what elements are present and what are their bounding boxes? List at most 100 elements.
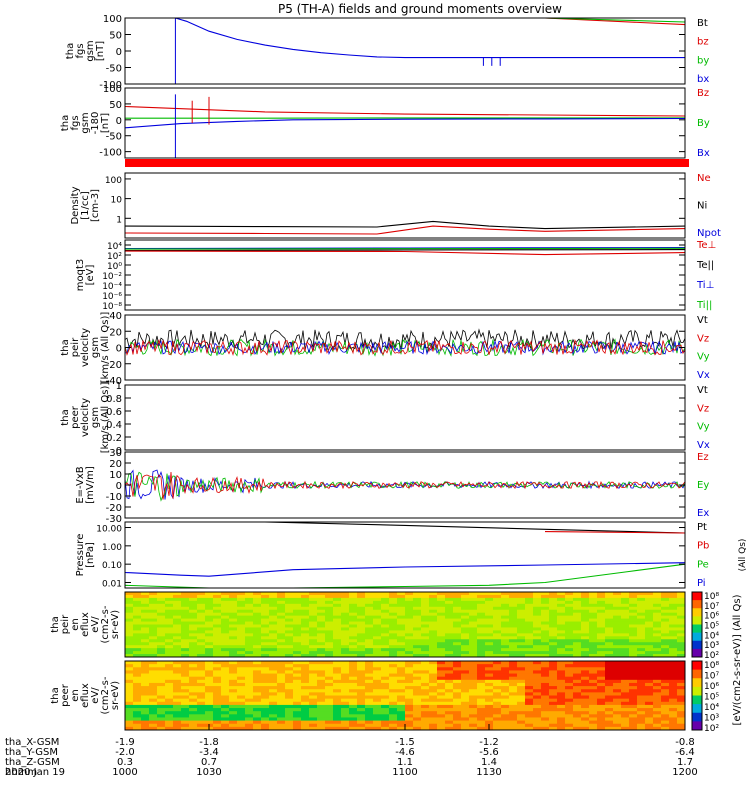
heatmap-cell bbox=[397, 676, 406, 681]
heatmap-cell bbox=[461, 714, 470, 718]
heatmap-cell bbox=[485, 621, 494, 625]
heatmap-cell bbox=[189, 701, 198, 706]
heatmap-cell bbox=[565, 645, 574, 649]
heatmap-cell bbox=[205, 603, 214, 608]
heatmap-cell bbox=[205, 704, 214, 709]
heatmap-cell bbox=[189, 661, 198, 665]
heatmap-cell bbox=[397, 673, 406, 678]
legend-Vx: Vx bbox=[697, 370, 710, 381]
heatmap-cell bbox=[173, 606, 182, 611]
heatmap-cell bbox=[205, 670, 214, 675]
heatmap-cell bbox=[525, 603, 534, 608]
heatmap-cell bbox=[165, 661, 174, 665]
heatmap-cell bbox=[189, 667, 198, 671]
heatmap-cell bbox=[421, 711, 430, 715]
heatmap-cell bbox=[157, 600, 166, 605]
heatmap-cell bbox=[397, 711, 406, 715]
heatmap-cell bbox=[573, 708, 582, 712]
heatmap-cell bbox=[629, 661, 638, 665]
heatmap-cell bbox=[429, 606, 438, 611]
heatmap-cell bbox=[197, 609, 206, 614]
heatmap-cell bbox=[565, 648, 574, 652]
heatmap-cell bbox=[653, 698, 662, 703]
heatmap-cell bbox=[661, 621, 670, 625]
heatmap-cell bbox=[237, 600, 246, 605]
heatmap-cell bbox=[589, 686, 598, 690]
heatmap-cell bbox=[165, 692, 174, 696]
heatmap-cell bbox=[445, 654, 454, 658]
heatmap-cell bbox=[157, 642, 166, 646]
heatmap-cell bbox=[525, 630, 534, 634]
heatmap-cell bbox=[469, 592, 478, 596]
heatmap-cell bbox=[301, 723, 310, 728]
heatmap-cell bbox=[285, 621, 294, 625]
heatmap-cell bbox=[149, 679, 158, 684]
heatmap-cell bbox=[221, 612, 230, 617]
heatmap-cell bbox=[581, 592, 590, 596]
heatmap-cell bbox=[533, 701, 542, 706]
heatmap-cell bbox=[333, 692, 342, 696]
heatmap-cell bbox=[253, 600, 262, 605]
heatmap-cell bbox=[661, 600, 670, 605]
heatmap-cell bbox=[205, 711, 214, 715]
heatmap-cell bbox=[589, 654, 598, 658]
heatmap-cell bbox=[253, 636, 262, 640]
heatmap-cell bbox=[621, 651, 630, 655]
heatmap-cell bbox=[525, 636, 534, 640]
heatmap-cell bbox=[637, 667, 646, 671]
series-bx bbox=[175, 17, 685, 59]
heatmap-cell bbox=[245, 609, 254, 614]
heatmap-cell bbox=[301, 670, 310, 675]
heatmap-cell bbox=[365, 592, 374, 596]
heatmap-cell bbox=[373, 723, 382, 728]
heatmap-cell bbox=[629, 630, 638, 634]
heatmap-cell bbox=[445, 612, 454, 617]
heatmap-cell bbox=[413, 603, 422, 608]
heatmap-cell bbox=[197, 600, 206, 605]
heatmap-cell bbox=[613, 720, 622, 725]
heatmap-cell bbox=[149, 667, 158, 671]
heatmap-cell bbox=[629, 717, 638, 722]
heatmap-cell bbox=[477, 676, 486, 681]
heatmap-cell bbox=[157, 645, 166, 649]
heatmap-cell bbox=[317, 661, 326, 665]
heatmap-cell bbox=[421, 648, 430, 652]
heatmap-cell bbox=[293, 603, 302, 608]
heatmap-cell bbox=[301, 698, 310, 703]
ytick-label: 0.01 bbox=[102, 579, 122, 589]
heatmap-cell bbox=[349, 618, 358, 623]
ylabel-line: sr-eV) bbox=[110, 610, 121, 639]
heatmap-cell bbox=[181, 692, 190, 696]
heatmap-cell bbox=[357, 618, 366, 623]
heatmap-cell bbox=[629, 603, 638, 608]
heatmap-cell bbox=[277, 720, 286, 725]
heatmap-cell bbox=[157, 612, 166, 617]
ytick-label: -50 bbox=[106, 64, 122, 75]
heatmap-cell bbox=[621, 704, 630, 709]
heatmap-cell bbox=[509, 723, 518, 728]
heatmap-cell bbox=[525, 645, 534, 649]
heatmap-cell bbox=[485, 606, 494, 611]
heatmap-cell bbox=[269, 682, 278, 687]
colorbar-segment bbox=[692, 721, 702, 731]
heatmap-cell bbox=[213, 708, 222, 712]
heatmap-cell bbox=[645, 701, 654, 706]
heatmap-cell bbox=[557, 642, 566, 646]
heatmap-cell bbox=[133, 592, 142, 596]
heatmap-cell bbox=[173, 726, 182, 731]
heatmap-cell bbox=[285, 692, 294, 696]
heatmap-cell bbox=[245, 654, 254, 658]
heatmap-cell bbox=[261, 654, 270, 658]
heatmap-cell bbox=[453, 621, 462, 625]
heatmap-cell bbox=[677, 701, 686, 706]
heatmap-cell bbox=[245, 714, 254, 718]
ylabel-line: E=-VxB bbox=[75, 466, 86, 503]
heatmap-cell bbox=[517, 698, 526, 703]
heatmap-cell bbox=[557, 651, 566, 655]
heatmap-cell bbox=[381, 636, 390, 640]
heatmap-cell bbox=[373, 686, 382, 690]
heatmap-cell bbox=[285, 704, 294, 709]
heatmap-cell bbox=[245, 667, 254, 671]
heatmap-cell bbox=[293, 679, 302, 684]
heatmap-cell bbox=[605, 720, 614, 725]
